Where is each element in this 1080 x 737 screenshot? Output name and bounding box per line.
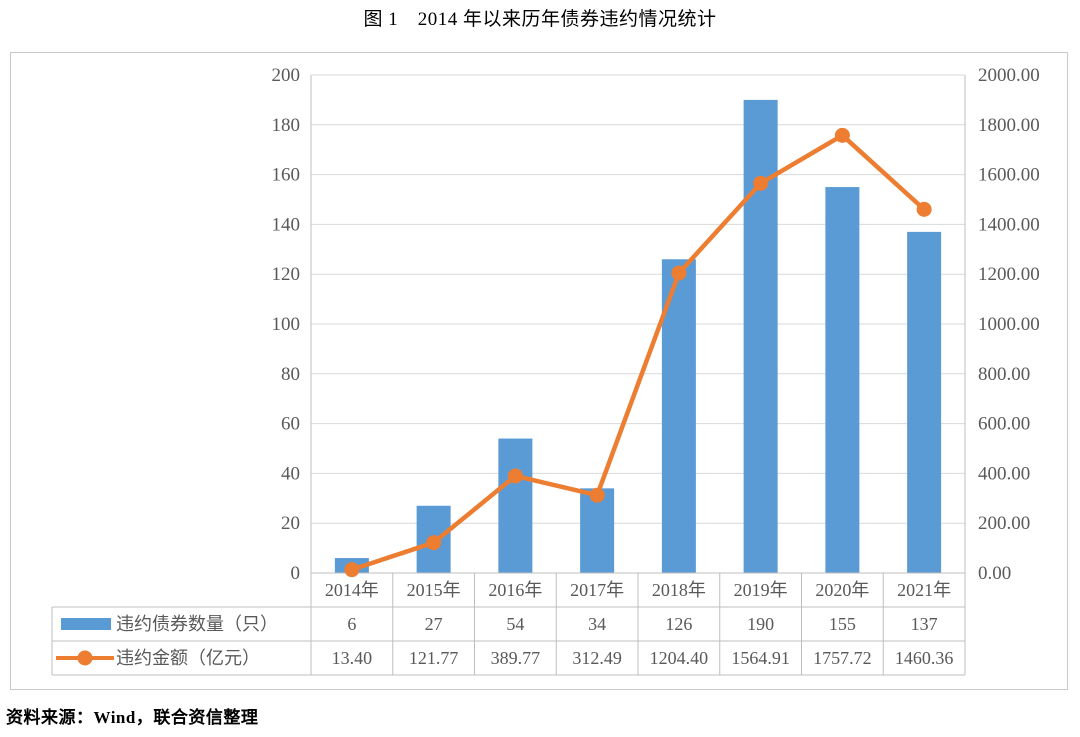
right-axis-tick-label: 2000.00 bbox=[978, 65, 1040, 86]
line-marker-2020年 bbox=[834, 127, 850, 143]
category-label: 2014年 bbox=[325, 580, 379, 600]
left-axis-tick-label: 20 bbox=[281, 513, 300, 534]
right-axis-tick-label: 200.00 bbox=[978, 513, 1030, 534]
right-axis-labels: 0.00 200.00 400.00 600.00 800.00 1000.00 1200.… bbox=[978, 65, 1040, 584]
right-axis-tick-label: 0.00 bbox=[978, 563, 1011, 584]
line-path bbox=[351, 133, 926, 572]
category-label: 2019年 bbox=[734, 580, 788, 600]
right-axis-tick-label: 600.00 bbox=[978, 414, 1030, 435]
right-axis-tick-label: 1200.00 bbox=[978, 264, 1040, 285]
category-label: 2017年 bbox=[570, 580, 624, 600]
right-axis-tick-label: 800.00 bbox=[978, 364, 1030, 385]
table-cell-count: 126 bbox=[665, 614, 692, 634]
table-cell-amount: 13.40 bbox=[332, 648, 373, 668]
bar-series bbox=[334, 99, 942, 574]
bar-2019年 bbox=[743, 99, 778, 574]
right-axis-tick-label: 1600.00 bbox=[978, 165, 1040, 186]
line-series bbox=[344, 127, 932, 578]
gridlines bbox=[311, 74, 965, 524]
left-axis-tick-label: 60 bbox=[281, 414, 300, 435]
right-axis-tick-label: 1800.00 bbox=[978, 115, 1040, 136]
bar-2020年 bbox=[825, 187, 860, 574]
left-axis-tick-label: 100 bbox=[272, 314, 301, 335]
line-marker-2019年 bbox=[753, 175, 769, 191]
left-axis-tick-label: 0 bbox=[291, 563, 301, 584]
bar-2021年 bbox=[907, 231, 942, 573]
bar-2016年 bbox=[498, 438, 533, 573]
table-cell-count: 6 bbox=[347, 614, 356, 634]
left-axis-tick-label: 40 bbox=[281, 463, 300, 484]
bar-2018年 bbox=[661, 259, 696, 573]
table-cell-amount: 312.49 bbox=[572, 648, 622, 668]
line-marker-2017年 bbox=[589, 487, 605, 503]
category-label: 2015年 bbox=[407, 580, 461, 600]
source-note: 资料来源：Wind，联合资信整理 bbox=[6, 708, 259, 727]
table-cell-count: 155 bbox=[829, 614, 856, 634]
legend-marker-icon bbox=[77, 650, 93, 666]
chart-canvas: 0 20 40 60 80 100 120 140 160 180 200 0.00 200.00 40… bbox=[51, 65, 1040, 676]
figure-title: 图 1 2014 年以来历年债券违约情况统计 bbox=[363, 9, 717, 30]
left-axis-tick-label: 180 bbox=[272, 115, 301, 136]
category-label: 2016年 bbox=[488, 580, 542, 600]
table-cell-amount: 389.77 bbox=[491, 648, 541, 668]
left-axis-tick-label: 200 bbox=[272, 65, 301, 86]
data-table: 2014年 2015年 2016年 2017年 2018年 2019年 2020年 2021年… bbox=[51, 573, 966, 676]
left-axis-tick-label: 120 bbox=[272, 264, 301, 285]
table-cell-amount: 1204.40 bbox=[650, 648, 709, 668]
right-axis-tick-label: 1400.00 bbox=[978, 214, 1040, 235]
chart-frame: 0 20 40 60 80 100 120 140 160 180 200 0.00 200.00 40… bbox=[10, 52, 1068, 690]
category-label: 2020年 bbox=[815, 580, 869, 600]
line-marker-2015年 bbox=[426, 535, 442, 551]
right-axis-tick-label: 400.00 bbox=[978, 463, 1030, 484]
left-axis-tick-label: 140 bbox=[272, 214, 301, 235]
line-marker-2018年 bbox=[671, 265, 687, 281]
legend-label-line: 违约金额（亿元） bbox=[116, 648, 260, 668]
line-marker-2021年 bbox=[916, 201, 932, 217]
table-cell-count: 190 bbox=[747, 614, 774, 634]
category-label: 2021年 bbox=[897, 580, 951, 600]
left-axis-tick-label: 160 bbox=[272, 165, 301, 186]
line-marker-2016年 bbox=[507, 468, 523, 484]
table-cell-count: 137 bbox=[911, 614, 938, 634]
table-cell-count: 54 bbox=[506, 614, 524, 634]
table-cell-amount: 1460.36 bbox=[895, 648, 954, 668]
right-axis-tick-label: 1000.00 bbox=[978, 314, 1040, 335]
line-marker-2014年 bbox=[344, 562, 360, 578]
table-cell-count: 27 bbox=[425, 614, 443, 634]
legend-label-bar: 违约债券数量（只） bbox=[116, 614, 278, 634]
left-axis-tick-label: 80 bbox=[281, 364, 300, 385]
left-axis-labels: 0 20 40 60 80 100 120 140 160 180 200 bbox=[272, 65, 301, 584]
table-cell-amount: 121.77 bbox=[409, 648, 459, 668]
table-cell-amount: 1564.91 bbox=[731, 648, 790, 668]
table-cell-count: 34 bbox=[588, 614, 606, 634]
table-cell-amount: 1757.72 bbox=[813, 648, 872, 668]
category-label: 2018年 bbox=[652, 580, 706, 600]
legend-swatch-bar bbox=[61, 618, 111, 630]
